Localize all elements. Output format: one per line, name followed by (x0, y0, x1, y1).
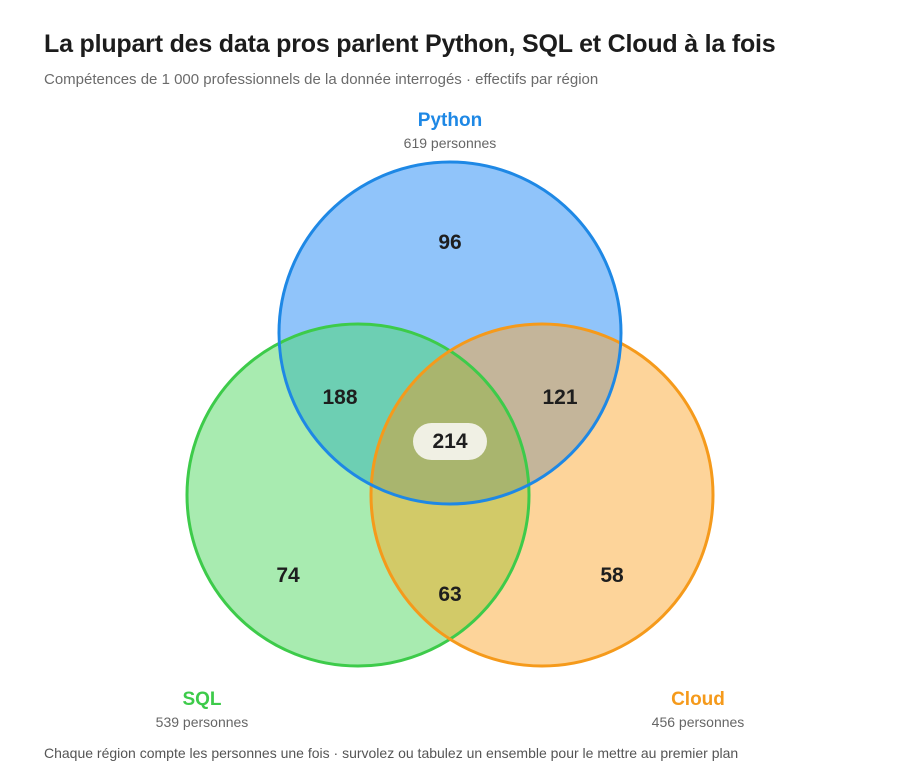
sql-set-count: 539 personnes (156, 714, 249, 730)
cloud-set-count: 456 personnes (652, 714, 745, 730)
region-cloud-only: 58 (600, 564, 624, 587)
all-three-badge (413, 423, 487, 460)
region-all-three: 214 (432, 430, 467, 453)
python-circle[interactable] (277, 160, 623, 506)
python-set-label: Python (418, 110, 482, 131)
venn-diagram: Python 619 personnes SQL 539 personnes C… (156, 110, 745, 730)
sql-circle[interactable] (185, 322, 531, 668)
region-python-cloud: 121 (542, 386, 577, 409)
all-three-overlap (371, 324, 529, 504)
region-python-only: 96 (438, 231, 461, 254)
chart-subtitle: Compétences de 1 000 professionnels de l… (44, 71, 599, 88)
cloud-set-label: Cloud (671, 689, 725, 710)
sql-set-label: SQL (182, 689, 221, 710)
python-set-count: 619 personnes (404, 135, 497, 151)
cloud-circle[interactable] (369, 322, 715, 668)
region-python-sql: 188 (322, 386, 357, 409)
chart-title: La plupart des data pros parlent Python,… (44, 30, 776, 58)
region-sql-only: 74 (276, 564, 300, 587)
region-sql-cloud: 63 (438, 583, 461, 606)
footnote: Chaque région compte les personnes une f… (44, 745, 739, 761)
